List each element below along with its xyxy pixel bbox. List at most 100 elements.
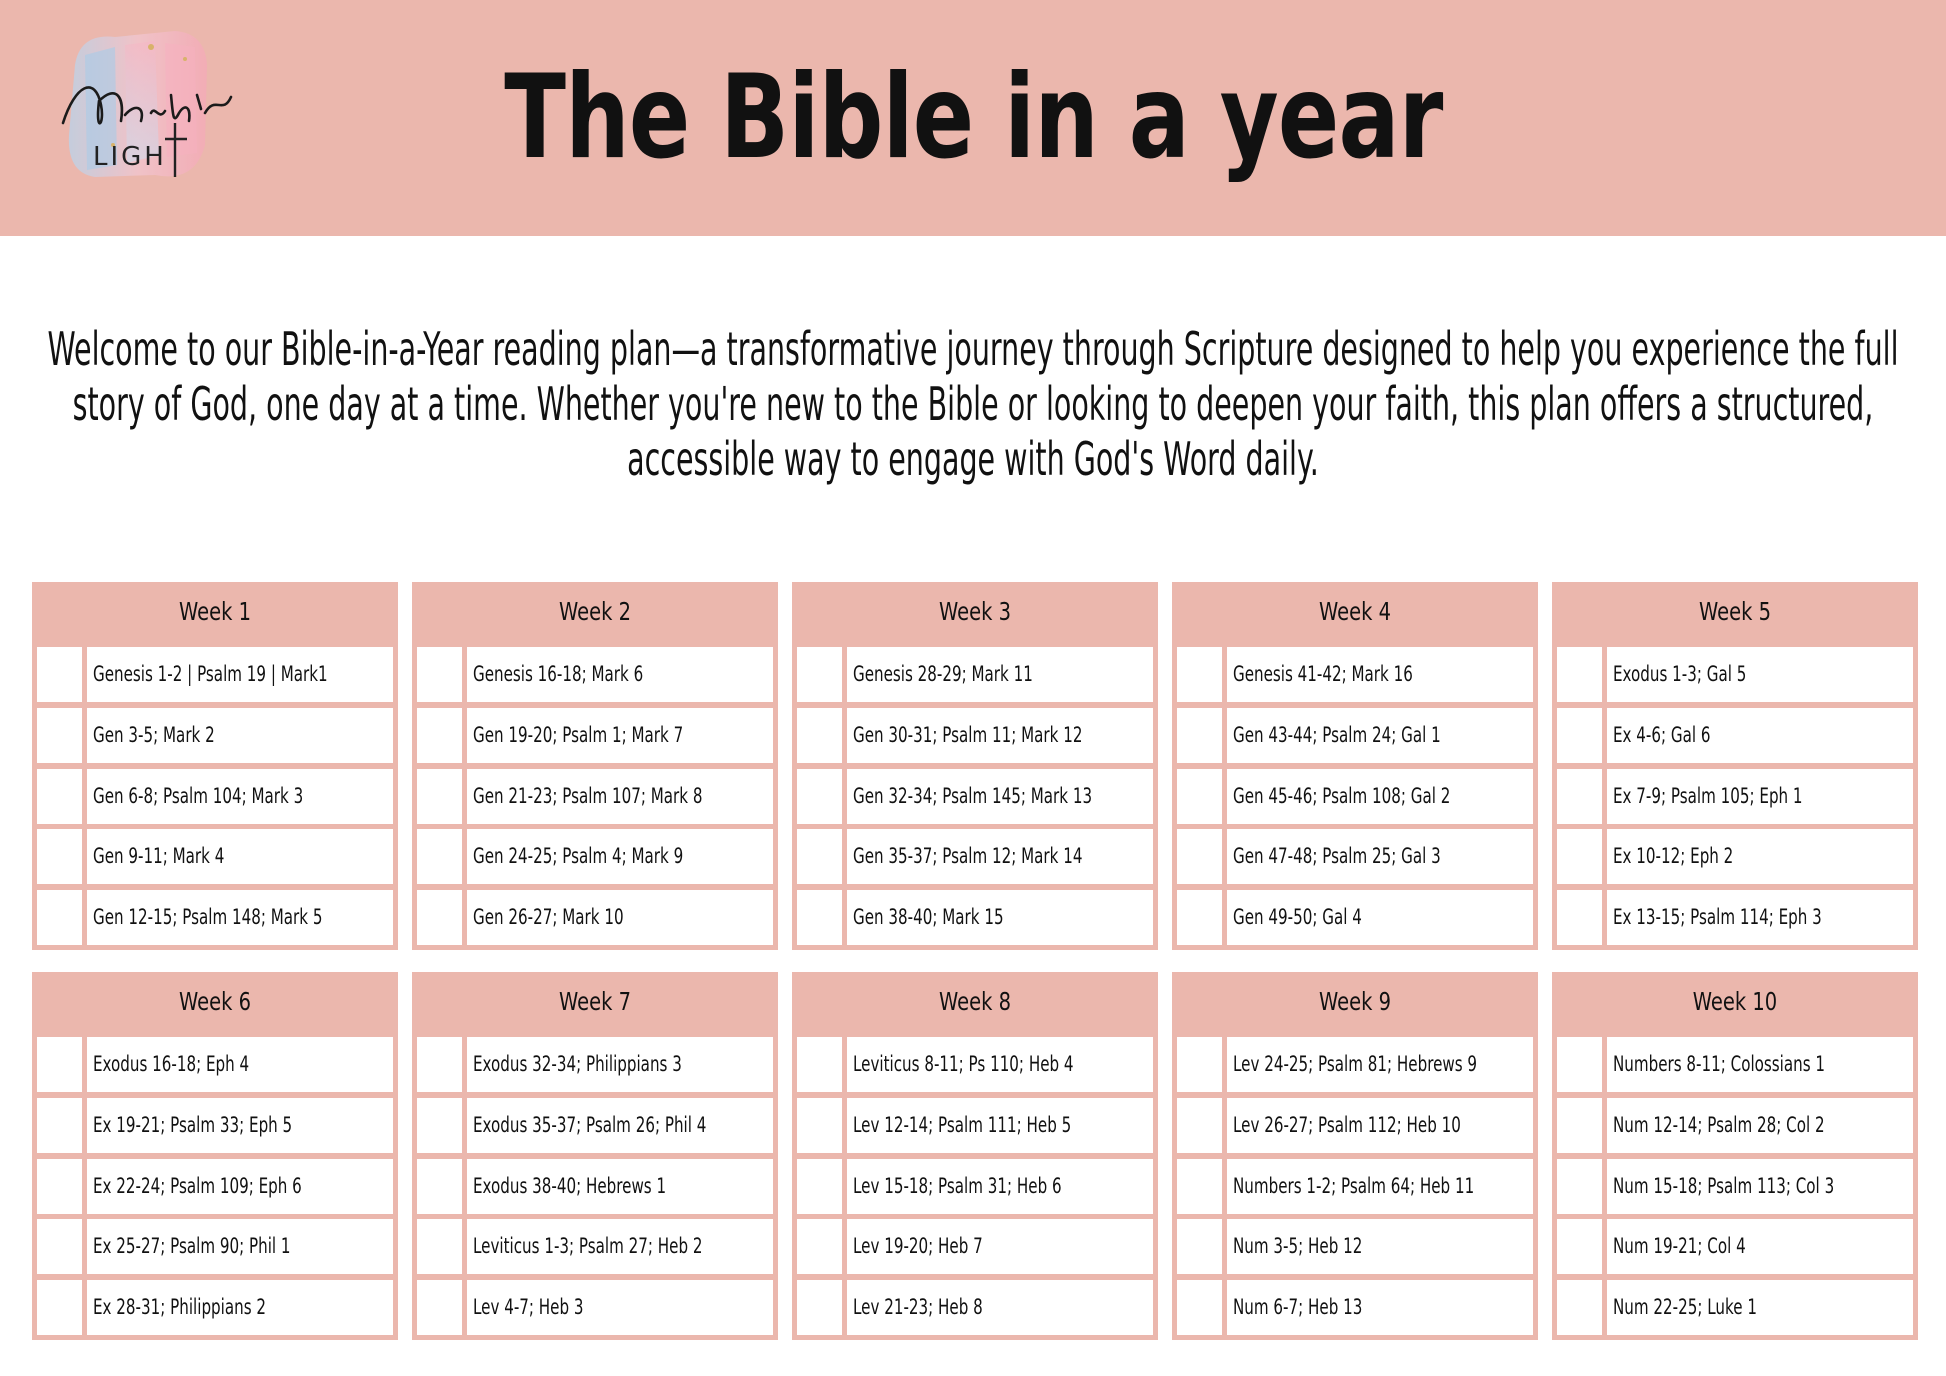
day-checkbox[interactable] bbox=[417, 890, 462, 945]
day-checkbox[interactable] bbox=[1557, 1219, 1602, 1274]
day-checkbox[interactable] bbox=[417, 1280, 462, 1335]
day-checkbox[interactable] bbox=[417, 1098, 462, 1153]
day-checkbox[interactable] bbox=[797, 1159, 842, 1214]
reading-row: Gen 21-23; Psalm 107; Mark 8 bbox=[417, 769, 773, 824]
day-checkbox[interactable] bbox=[417, 1159, 462, 1214]
day-checkbox[interactable] bbox=[417, 647, 462, 702]
day-checkbox[interactable] bbox=[797, 708, 842, 763]
reading-text: Exodus 16-18; Eph 4 bbox=[93, 1052, 250, 1076]
reading-text: Lev 19-20; Heb 7 bbox=[853, 1234, 983, 1258]
day-checkbox[interactable] bbox=[1557, 647, 1602, 702]
reading-cell: Lev 19-20; Heb 7 bbox=[847, 1219, 1153, 1274]
brand-logo: LIGH bbox=[55, 25, 240, 190]
day-checkbox[interactable] bbox=[797, 1037, 842, 1092]
reading-text: Gen 30-31; Psalm 11; Mark 12 bbox=[853, 723, 1083, 747]
reading-row: Num 19-21; Col 4 bbox=[1557, 1219, 1913, 1274]
reading-cell: Lev 4-7; Heb 3 bbox=[467, 1280, 773, 1335]
reading-row: Gen 24-25; Psalm 4; Mark 9 bbox=[417, 829, 773, 884]
reading-text: Exodus 35-37; Psalm 26; Phil 4 bbox=[473, 1113, 707, 1137]
day-checkbox[interactable] bbox=[1557, 1037, 1602, 1092]
reading-text: Gen 32-34; Psalm 145; Mark 13 bbox=[853, 784, 1093, 808]
day-checkbox[interactable] bbox=[1557, 890, 1602, 945]
day-checkbox[interactable] bbox=[1177, 1219, 1222, 1274]
reading-row: Gen 6-8; Psalm 104; Mark 3 bbox=[37, 769, 393, 824]
day-checkbox[interactable] bbox=[37, 890, 82, 945]
day-checkbox[interactable] bbox=[1557, 769, 1602, 824]
week-heading: Week 5 bbox=[1698, 597, 1772, 626]
day-checkbox[interactable] bbox=[37, 1098, 82, 1153]
day-checkbox[interactable] bbox=[37, 1159, 82, 1214]
reading-row: Gen 43-44; Psalm 24; Gal 1 bbox=[1177, 708, 1533, 763]
reading-row: Num 15-18; Psalm 113; Col 3 bbox=[1557, 1159, 1913, 1214]
svg-text:LIGH: LIGH bbox=[93, 142, 167, 172]
reading-row: Genesis 1-2 | Psalm 19 | Mark1 bbox=[37, 647, 393, 702]
reading-cell: Lev 26-27; Psalm 112; Heb 10 bbox=[1227, 1098, 1533, 1153]
week-heading: Week 3 bbox=[938, 597, 1012, 626]
reading-cell: Leviticus 8-11; Ps 110; Heb 4 bbox=[847, 1037, 1153, 1092]
reading-row: Ex 13-15; Psalm 114; Eph 3 bbox=[1557, 890, 1913, 945]
day-checkbox[interactable] bbox=[417, 1219, 462, 1274]
week-card: Week 2 Genesis 16-18; Mark 6 Gen 19-20; Ps… bbox=[412, 582, 778, 950]
reading-row: Ex 4-6; Gal 6 bbox=[1557, 708, 1913, 763]
day-checkbox[interactable] bbox=[797, 647, 842, 702]
week-card: Week 3 Genesis 28-29; Mark 11 Gen 30-31; P… bbox=[792, 582, 1158, 950]
day-checkbox[interactable] bbox=[797, 1098, 842, 1153]
reading-cell: Gen 30-31; Psalm 11; Mark 12 bbox=[847, 708, 1153, 763]
day-checkbox[interactable] bbox=[37, 769, 82, 824]
reading-text: Exodus 1-3; Gal 5 bbox=[1613, 662, 1747, 686]
reading-text: Leviticus 1-3; Psalm 27; Heb 2 bbox=[473, 1234, 703, 1258]
reading-cell: Gen 24-25; Psalm 4; Mark 9 bbox=[467, 829, 773, 884]
reading-cell: Lev 15-18; Psalm 31; Heb 6 bbox=[847, 1159, 1153, 1214]
day-checkbox[interactable] bbox=[1177, 1159, 1222, 1214]
reading-text: Genesis 28-29; Mark 11 bbox=[853, 662, 1033, 686]
day-checkbox[interactable] bbox=[1557, 1159, 1602, 1214]
day-checkbox[interactable] bbox=[1557, 1098, 1602, 1153]
reading-row: Gen 32-34; Psalm 145; Mark 13 bbox=[797, 769, 1153, 824]
day-checkbox[interactable] bbox=[1177, 829, 1222, 884]
reading-cell: Genesis 1-2 | Psalm 19 | Mark1 bbox=[87, 647, 393, 702]
reading-cell: Num 22-25; Luke 1 bbox=[1607, 1280, 1913, 1335]
day-checkbox[interactable] bbox=[797, 769, 842, 824]
day-checkbox[interactable] bbox=[1177, 647, 1222, 702]
day-checkbox[interactable] bbox=[797, 829, 842, 884]
day-checkbox[interactable] bbox=[797, 1219, 842, 1274]
day-checkbox[interactable] bbox=[1177, 890, 1222, 945]
reading-cell: Gen 3-5; Mark 2 bbox=[87, 708, 393, 763]
reading-cell: Lev 12-14; Psalm 111; Heb 5 bbox=[847, 1098, 1153, 1153]
day-checkbox[interactable] bbox=[37, 829, 82, 884]
day-checkbox[interactable] bbox=[37, 647, 82, 702]
day-checkbox[interactable] bbox=[1557, 1280, 1602, 1335]
reading-cell: Num 15-18; Psalm 113; Col 3 bbox=[1607, 1159, 1913, 1214]
day-checkbox[interactable] bbox=[37, 1280, 82, 1335]
week-heading: Week 6 bbox=[178, 987, 252, 1016]
reading-row: Gen 49-50; Gal 4 bbox=[1177, 890, 1533, 945]
day-checkbox[interactable] bbox=[797, 1280, 842, 1335]
day-checkbox[interactable] bbox=[37, 708, 82, 763]
day-checkbox[interactable] bbox=[417, 769, 462, 824]
day-checkbox[interactable] bbox=[1557, 829, 1602, 884]
week-card: Week 9 Lev 24-25; Psalm 81; Hebrews 9 Lev … bbox=[1172, 972, 1538, 1340]
day-checkbox[interactable] bbox=[1557, 708, 1602, 763]
reading-row: Genesis 41-42; Mark 16 bbox=[1177, 647, 1533, 702]
day-checkbox[interactable] bbox=[417, 829, 462, 884]
day-checkbox[interactable] bbox=[1177, 1098, 1222, 1153]
week-heading: Week 8 bbox=[938, 987, 1012, 1016]
day-checkbox[interactable] bbox=[417, 708, 462, 763]
reading-row: Ex 25-27; Psalm 90; Phil 1 bbox=[37, 1219, 393, 1274]
day-checkbox[interactable] bbox=[37, 1219, 82, 1274]
reading-row: Gen 9-11; Mark 4 bbox=[37, 829, 393, 884]
day-checkbox[interactable] bbox=[797, 890, 842, 945]
day-checkbox[interactable] bbox=[417, 1037, 462, 1092]
day-checkbox[interactable] bbox=[37, 1037, 82, 1092]
week-heading: Week 7 bbox=[558, 987, 632, 1016]
reading-text: Numbers 1-2; Psalm 64; Heb 11 bbox=[1233, 1174, 1475, 1198]
reading-row: Num 3-5; Heb 12 bbox=[1177, 1219, 1533, 1274]
reading-cell: Gen 43-44; Psalm 24; Gal 1 bbox=[1227, 708, 1533, 763]
day-checkbox[interactable] bbox=[1177, 1280, 1222, 1335]
day-checkbox[interactable] bbox=[1177, 708, 1222, 763]
day-checkbox[interactable] bbox=[1177, 1037, 1222, 1092]
week-heading: Week 1 bbox=[178, 597, 252, 626]
reading-text: Gen 47-48; Psalm 25; Gal 3 bbox=[1233, 844, 1441, 868]
day-checkbox[interactable] bbox=[1177, 769, 1222, 824]
reading-cell: Num 12-14; Psalm 28; Col 2 bbox=[1607, 1098, 1913, 1153]
